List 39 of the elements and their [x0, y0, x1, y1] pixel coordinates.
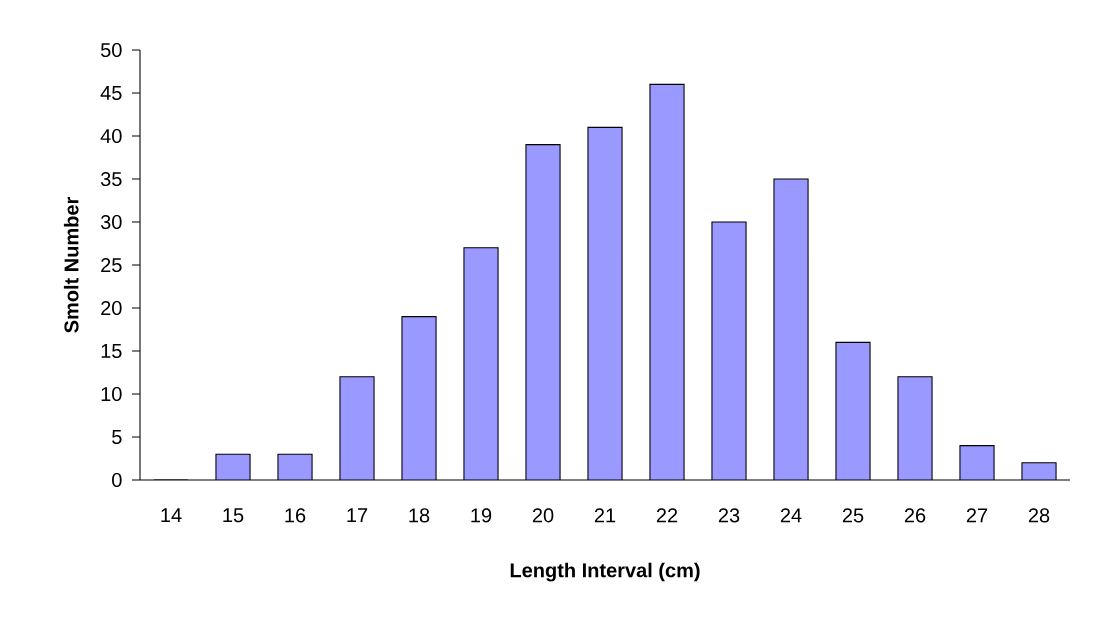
x-tick-label: 24 [780, 508, 802, 523]
bar [897, 376, 933, 480]
y-tick-label: 50 [100, 42, 122, 58]
y-tick-label: 10 [101, 386, 122, 402]
x-tick-label: 28 [1028, 508, 1050, 523]
x-tick-label: 27 [966, 508, 988, 523]
y-tick-label: 20 [101, 300, 122, 316]
bar [711, 222, 747, 480]
bar [525, 144, 561, 480]
x-tick-label: 17 [347, 508, 368, 523]
y-tick-label: 30 [100, 214, 122, 230]
x-tick-label: 19 [471, 508, 492, 523]
bar [959, 445, 995, 480]
y-tick-label: 0 [112, 472, 122, 488]
x-tick-label: 22 [656, 508, 678, 523]
x-tick-label: 16 [285, 508, 306, 523]
bar [339, 376, 375, 480]
y-axis-title: Smolt Number [63, 196, 79, 333]
bar [463, 247, 499, 480]
y-tick-label: 25 [101, 257, 122, 273]
bar [649, 84, 685, 480]
y-tick-label: 40 [100, 128, 122, 144]
x-tick-label: 14 [161, 508, 182, 523]
x-tick-label: 21 [594, 508, 616, 523]
x-axis-title: Length Interval (cm) [510, 562, 700, 582]
bar [835, 342, 871, 480]
x-tick-label: 23 [718, 508, 740, 523]
y-tick-label: 45 [100, 86, 122, 100]
y-tick-label: 15 [101, 344, 122, 358]
bar [401, 316, 437, 480]
x-tick-label: 18 [409, 508, 430, 523]
bar [587, 127, 623, 480]
x-tick-label: 20 [532, 508, 554, 523]
y-tick-label: 5 [112, 430, 122, 444]
x-tick-label: 15 [223, 508, 244, 523]
y-tick-label: 35 [100, 171, 122, 187]
x-tick-label: 26 [904, 508, 926, 523]
x-tick-label: 25 [842, 508, 864, 523]
bar [773, 179, 809, 480]
